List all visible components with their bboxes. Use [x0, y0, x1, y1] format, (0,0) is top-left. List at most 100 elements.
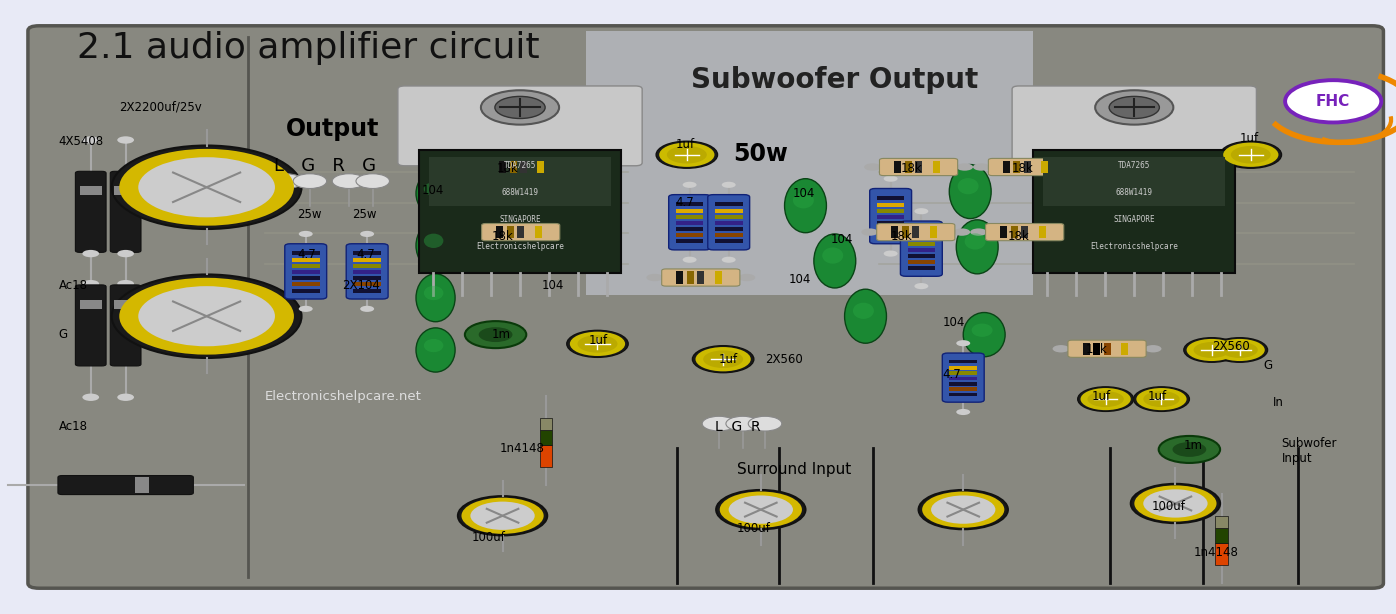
Text: 100uf: 100uf — [472, 530, 505, 544]
Circle shape — [112, 274, 302, 358]
Text: In: In — [1273, 395, 1284, 409]
Circle shape — [1286, 80, 1381, 122]
Text: 2.1 audio amplifier circuit: 2.1 audio amplifier circuit — [77, 31, 539, 64]
Circle shape — [299, 231, 313, 237]
Circle shape — [117, 280, 134, 287]
Text: Electronicshelpcare.net: Electronicshelpcare.net — [265, 389, 422, 403]
Circle shape — [1146, 145, 1171, 156]
Circle shape — [748, 416, 782, 431]
Circle shape — [117, 250, 134, 257]
Circle shape — [469, 163, 486, 171]
Circle shape — [726, 416, 759, 431]
Bar — [1023, 161, 1030, 173]
Bar — [507, 226, 514, 238]
Circle shape — [1046, 145, 1071, 156]
Circle shape — [656, 141, 718, 168]
Bar — [907, 266, 935, 270]
Bar — [676, 239, 704, 243]
Circle shape — [578, 335, 617, 352]
Circle shape — [1062, 228, 1079, 236]
Bar — [517, 226, 525, 238]
Circle shape — [117, 394, 134, 401]
FancyBboxPatch shape — [110, 171, 141, 252]
Ellipse shape — [845, 289, 886, 343]
Text: 1uf: 1uf — [676, 138, 695, 151]
Text: 104: 104 — [793, 187, 815, 200]
FancyBboxPatch shape — [879, 158, 958, 176]
Bar — [676, 233, 704, 238]
Bar — [353, 270, 381, 274]
FancyBboxPatch shape — [482, 223, 560, 241]
Bar — [715, 202, 743, 206]
Bar — [500, 161, 505, 173]
FancyBboxPatch shape — [75, 285, 106, 366]
Ellipse shape — [958, 178, 979, 194]
Circle shape — [1212, 338, 1268, 362]
Bar — [916, 161, 921, 173]
Bar — [949, 366, 977, 370]
Text: SINGAPORE: SINGAPORE — [500, 215, 540, 223]
Bar — [949, 382, 977, 386]
Circle shape — [722, 182, 736, 188]
Text: 4.7: 4.7 — [297, 248, 315, 262]
Circle shape — [112, 146, 302, 229]
Circle shape — [458, 496, 547, 535]
Circle shape — [360, 306, 374, 312]
Circle shape — [914, 208, 928, 214]
Bar — [80, 187, 102, 195]
Bar — [949, 392, 977, 396]
Bar — [539, 430, 551, 445]
Bar — [715, 271, 722, 284]
Circle shape — [480, 90, 558, 125]
Bar — [676, 216, 704, 219]
Bar — [353, 258, 381, 262]
FancyBboxPatch shape — [877, 223, 955, 241]
Circle shape — [82, 394, 99, 401]
FancyBboxPatch shape — [586, 31, 1033, 295]
Ellipse shape — [416, 328, 455, 372]
Circle shape — [1231, 146, 1270, 163]
Bar — [715, 239, 743, 243]
Circle shape — [919, 490, 1008, 529]
Bar — [907, 254, 935, 258]
Bar — [292, 276, 320, 281]
Bar — [715, 221, 743, 225]
Text: SINGAPORE: SINGAPORE — [1114, 215, 1154, 223]
Bar — [1033, 150, 1235, 273]
FancyBboxPatch shape — [708, 195, 750, 250]
Circle shape — [667, 146, 706, 163]
Bar — [353, 276, 381, 281]
Bar — [715, 233, 743, 238]
Ellipse shape — [972, 324, 993, 337]
Circle shape — [119, 149, 295, 226]
Bar — [1093, 343, 1100, 355]
Bar — [1013, 161, 1020, 173]
Bar — [429, 157, 611, 206]
Text: Electronicshelpcare: Electronicshelpcare — [476, 242, 564, 251]
Ellipse shape — [424, 339, 444, 352]
Circle shape — [956, 340, 970, 346]
Text: Electronicshelpcare: Electronicshelpcare — [1090, 242, 1178, 251]
Ellipse shape — [956, 220, 998, 274]
Text: 2X2200uf/25v: 2X2200uf/25v — [119, 101, 201, 114]
Bar — [292, 282, 320, 287]
Text: G: G — [59, 328, 68, 341]
Bar — [877, 203, 905, 207]
Circle shape — [1145, 345, 1161, 352]
Text: 18k: 18k — [1012, 162, 1034, 176]
Ellipse shape — [416, 274, 455, 322]
Bar — [292, 289, 320, 292]
Ellipse shape — [949, 165, 991, 219]
Text: 25w: 25w — [352, 208, 377, 222]
Circle shape — [1134, 387, 1189, 411]
Text: 1n4148: 1n4148 — [500, 441, 544, 455]
Circle shape — [1136, 388, 1187, 410]
Ellipse shape — [416, 171, 455, 216]
Text: 4.7: 4.7 — [676, 196, 694, 209]
Bar — [80, 300, 102, 309]
Bar — [1002, 161, 1009, 173]
Circle shape — [1094, 90, 1173, 125]
Circle shape — [561, 163, 578, 171]
Bar — [676, 209, 704, 213]
Circle shape — [692, 346, 754, 373]
